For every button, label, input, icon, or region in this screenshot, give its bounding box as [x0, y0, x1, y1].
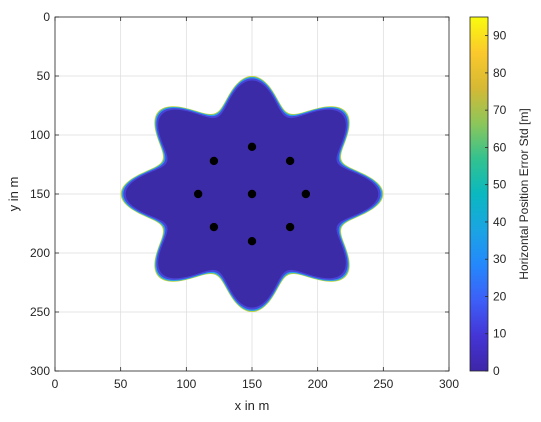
y-tick-label: 100 — [30, 128, 50, 142]
x-tick-label: 200 — [308, 377, 328, 391]
y-tick-label: 200 — [30, 246, 50, 260]
colorbar-tick-label: 80 — [493, 66, 507, 80]
x-tick-label: 0 — [52, 377, 59, 391]
x-axis: 0 50 100 150 200 250 300 — [52, 17, 459, 391]
y-axis-title: y in m — [6, 177, 21, 212]
x-tick-label: 300 — [439, 377, 459, 391]
x-axis-title: x in m — [235, 398, 270, 413]
colorbar-tick-label: 40 — [493, 215, 507, 229]
colorbar-tick-label: 90 — [493, 29, 507, 43]
colorbar-tick-label: 50 — [493, 178, 507, 192]
x-tick-label: 100 — [176, 377, 196, 391]
colorbar-tick-label: 30 — [493, 252, 507, 266]
colorbar-ticks: 0 10 20 30 40 50 60 70 80 90 — [485, 29, 507, 378]
y-tick-label: 0 — [43, 10, 50, 24]
y-tick-label: 300 — [30, 364, 50, 378]
colorbar-tick-label: 0 — [493, 364, 500, 378]
anchor-point — [247, 189, 257, 199]
y-tick-label: 50 — [37, 69, 51, 83]
anchor-points — [193, 142, 311, 246]
anchor-point — [285, 156, 295, 166]
x-tick-label: 150 — [242, 377, 262, 391]
y-axis: 0 50 100 150 200 250 300 — [30, 10, 449, 378]
y-tick-label: 250 — [30, 305, 50, 319]
colorbar-tick-label: 10 — [493, 327, 507, 341]
colorbar-tick-label: 70 — [493, 103, 507, 117]
anchor-point — [209, 156, 219, 166]
anchor-point — [193, 189, 203, 199]
colorbar-title: Horizontal Position Error Std [m] — [517, 108, 531, 279]
anchor-point — [285, 222, 295, 232]
anchor-point — [247, 237, 257, 246]
colorbar-tick-label: 60 — [493, 140, 507, 154]
x-tick-label: 250 — [373, 377, 393, 391]
x-tick-label: 50 — [114, 377, 128, 391]
anchor-point — [209, 222, 219, 232]
colorbar-tick-label: 20 — [493, 289, 507, 303]
colorbar — [469, 16, 489, 372]
y-tick-label: 150 — [30, 187, 50, 201]
anchor-point — [247, 142, 257, 151]
anchor-point — [301, 189, 311, 199]
